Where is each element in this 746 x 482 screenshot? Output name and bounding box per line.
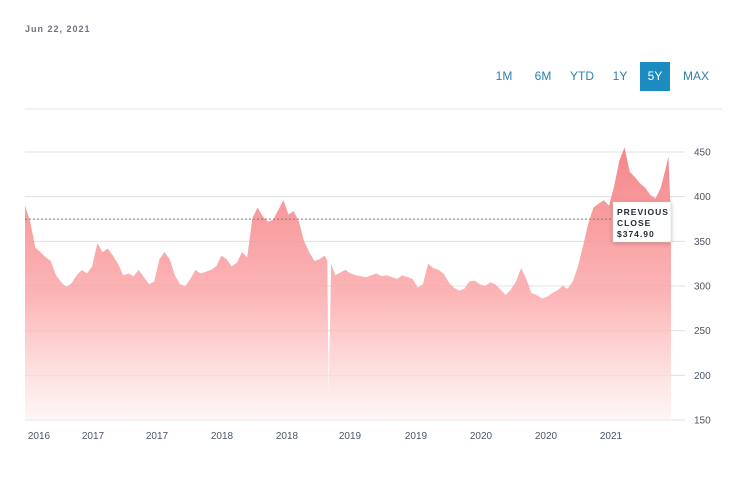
tooltip-value: $374.90: [617, 229, 655, 239]
x-tick-label: 2020: [470, 431, 493, 442]
y-tick-label: 250: [694, 326, 711, 337]
x-tick-label: 2017: [82, 431, 105, 442]
x-tick-label: 2019: [339, 431, 362, 442]
x-axis: 2016 2017 2017 2018 2018 2019 2019 2020 2020 2021: [28, 431, 623, 442]
tab-ytd[interactable]: YTD: [570, 69, 594, 83]
x-tick-label: 2017: [146, 431, 169, 442]
tooltip-title-line2: CLOSE: [617, 218, 651, 228]
x-tick-label: 2021: [600, 431, 623, 442]
y-tick-label: 200: [694, 371, 711, 382]
previous-close-tooltip: PREVIOUS CLOSE $374.90: [612, 201, 672, 243]
range-tabs: 1M 6M YTD 1Y 5Y MAX: [486, 62, 722, 91]
x-tick-label: 2016: [28, 431, 51, 442]
x-tick-label: 2018: [211, 431, 234, 442]
tab-5y[interactable]: 5Y: [640, 62, 670, 91]
y-tick-label: 400: [694, 192, 711, 203]
y-tick-label: 350: [694, 237, 711, 248]
y-tick-label: 150: [694, 416, 711, 427]
tooltip-title-line1: PREVIOUS: [617, 207, 669, 217]
x-tick-label: 2020: [535, 431, 558, 442]
x-tick-label: 2019: [405, 431, 428, 442]
x-tick-label: 2018: [276, 431, 299, 442]
tab-1y[interactable]: 1Y: [612, 69, 628, 83]
y-tick-label: 300: [694, 282, 711, 293]
tab-1m[interactable]: 1M: [495, 69, 513, 83]
tab-6m[interactable]: 6M: [534, 69, 552, 83]
y-tick-label: 450: [694, 148, 711, 159]
date-label: Jun 22, 2021: [25, 24, 91, 34]
tab-max[interactable]: MAX: [682, 69, 709, 83]
price-area: [25, 147, 671, 420]
y-axis: 150 200 250 300 350 400 450: [694, 148, 711, 427]
